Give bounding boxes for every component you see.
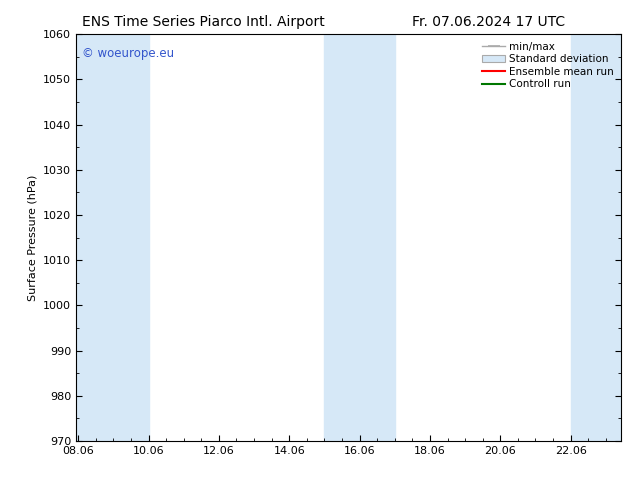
Text: ENS Time Series Piarco Intl. Airport: ENS Time Series Piarco Intl. Airport	[82, 15, 325, 29]
Text: Fr. 07.06.2024 17 UTC: Fr. 07.06.2024 17 UTC	[412, 15, 566, 29]
Bar	[76, 34, 113, 441]
Y-axis label: Surface Pressure (hPa): Surface Pressure (hPa)	[27, 174, 37, 301]
Bar	[571, 34, 621, 441]
Bar	[113, 34, 148, 441]
Text: © woeurope.eu: © woeurope.eu	[82, 47, 174, 59]
Bar	[325, 34, 395, 441]
Legend: min/max, Standard deviation, Ensemble mean run, Controll run: min/max, Standard deviation, Ensemble me…	[480, 40, 616, 92]
